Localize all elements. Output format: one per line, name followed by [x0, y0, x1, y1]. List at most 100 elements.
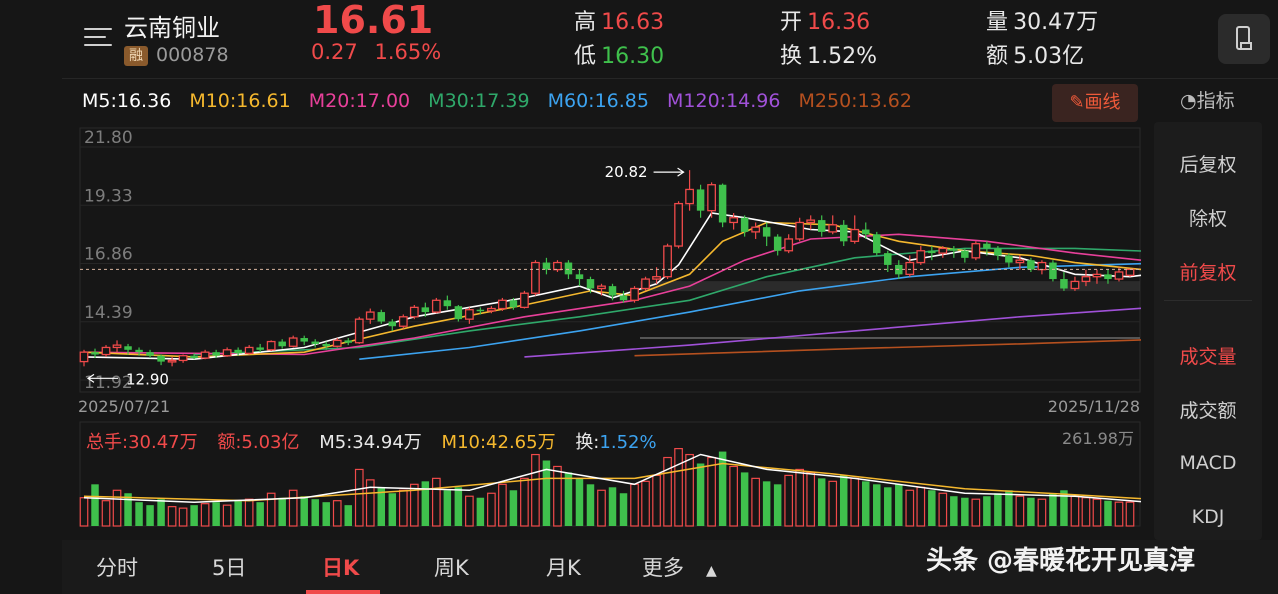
- ma-line-m60: [359, 262, 1142, 360]
- tab-more[interactable]: 更多 ▲: [642, 552, 717, 582]
- landscape-toggle-button[interactable]: [1218, 14, 1270, 64]
- volume-bar: [212, 502, 220, 526]
- candle-body: [1070, 280, 1080, 290]
- ma-line-m250: [634, 339, 1142, 357]
- candle-body: [443, 300, 452, 307]
- volume-bar: [630, 483, 639, 527]
- quote-header: 云南铜业 融 000878 16.61 0.27 1.65% 高 16.63 低…: [0, 0, 1278, 78]
- candle-body: [344, 340, 352, 343]
- volume-bar: [850, 477, 860, 527]
- volume-bar: [454, 487, 463, 526]
- candle-body: [873, 234, 881, 254]
- header-divider: [62, 78, 1278, 79]
- indicator-header[interactable]: ◔指标: [1180, 86, 1235, 113]
- stock-code: 000878: [156, 44, 229, 66]
- volume-bar: [751, 477, 760, 527]
- volume-bar: [806, 471, 816, 527]
- ma20-label: M20:17.00: [308, 90, 411, 112]
- volume-bar: [1070, 495, 1080, 527]
- candle-body: [124, 346, 132, 350]
- draw-line-label: 画线: [1084, 92, 1121, 113]
- volume-bar: [828, 480, 838, 527]
- price-axis-label: 16.86: [84, 245, 133, 265]
- candle-body: [244, 346, 254, 355]
- volume-bar: [178, 507, 188, 527]
- volume-bar: [707, 456, 716, 527]
- volume-ma-line-m10: [83, 462, 1142, 502]
- volume-bar: [167, 506, 177, 527]
- candle-body: [553, 261, 562, 271]
- tab-daily-k[interactable]: 日K: [322, 556, 360, 580]
- high-label: 高: [574, 10, 597, 35]
- volume-bar: [244, 498, 254, 527]
- option-ex-rights[interactable]: 除权: [1188, 208, 1227, 230]
- tab-monthly-k[interactable]: 月K: [546, 556, 581, 580]
- volume-ma10: M10:42.65万: [441, 432, 556, 453]
- candle-body: [167, 359, 177, 363]
- volume-bar: [1060, 490, 1068, 526]
- option-amount[interactable]: 成交额: [1179, 400, 1237, 422]
- volume-bar: [431, 477, 441, 527]
- high-value: 16.63: [601, 10, 665, 35]
- candle-body: [112, 344, 122, 349]
- candle-body: [729, 217, 739, 224]
- candle-body: [157, 355, 165, 362]
- amount-quote: 额 5.03亿: [986, 38, 1084, 70]
- volume-value: 30.47万: [1013, 10, 1099, 35]
- ma-legend: M5:16.36 M10:16.61 M20:17.00 M30:17.39 M…: [82, 90, 924, 112]
- volume-bar: [443, 490, 452, 526]
- volume-bar: [553, 465, 562, 527]
- volume-bar: [476, 497, 485, 526]
- draw-line-button[interactable]: ✎画线: [1052, 84, 1138, 122]
- high-quote: 高 16.63: [574, 4, 664, 36]
- turnover-quote: 换 1.52%: [780, 38, 877, 70]
- candle-body: [1081, 276, 1091, 283]
- candle-body: [388, 321, 397, 327]
- candle-body: [1037, 261, 1047, 271]
- volume-bar: [928, 490, 936, 526]
- candle-body: [135, 349, 143, 353]
- volume-bar: [322, 502, 330, 526]
- margin-badge: 融: [124, 46, 148, 66]
- low-arrow-head: [86, 373, 95, 383]
- high-arrow-head: [677, 167, 685, 177]
- volume-bar: [79, 497, 89, 527]
- candle-body: [718, 184, 727, 223]
- candle-body: [641, 278, 650, 290]
- option-volume[interactable]: 成交量: [1179, 346, 1237, 368]
- candle-body: [234, 349, 242, 354]
- option-macd[interactable]: MACD: [1179, 452, 1237, 474]
- price-axis-label: 14.39: [84, 303, 133, 323]
- volume-ma-line-m5: [83, 453, 1142, 503]
- ma60-label: M60:16.85: [547, 90, 649, 112]
- volume-bar: [895, 484, 903, 526]
- volume-bar: [575, 478, 584, 526]
- candle-body: [354, 318, 364, 344]
- tab-weekly-k[interactable]: 周K: [434, 556, 469, 580]
- menu-icon[interactable]: [84, 26, 112, 48]
- price-change: 0.27 1.65%: [311, 40, 441, 64]
- candle-body: [1015, 259, 1025, 264]
- option-post-adjusted[interactable]: 后复权: [1179, 154, 1237, 176]
- tab-intraday[interactable]: 分时: [96, 556, 138, 580]
- change-value: 0.27: [311, 40, 358, 64]
- volume-bar: [938, 492, 948, 527]
- candle-body: [1027, 260, 1035, 270]
- volume-bar: [1049, 493, 1057, 526]
- candle-body: [377, 312, 386, 322]
- volume-bar: [509, 490, 518, 526]
- volume-bar: [839, 475, 848, 526]
- tab-5day[interactable]: 5日: [212, 556, 247, 580]
- volume-bar: [256, 502, 264, 526]
- candle-body: [311, 341, 319, 344]
- volume-bar: [696, 463, 705, 526]
- volume-bar: [1092, 498, 1102, 527]
- volume-bar: [884, 487, 892, 526]
- candle-body: [1114, 271, 1124, 280]
- candle-body: [707, 184, 716, 212]
- pencil-icon: ✎: [1069, 92, 1085, 113]
- candle-body: [1049, 262, 1057, 280]
- option-pre-adjusted[interactable]: 前复权: [1179, 262, 1237, 284]
- option-kdj[interactable]: KDJ: [1191, 506, 1225, 528]
